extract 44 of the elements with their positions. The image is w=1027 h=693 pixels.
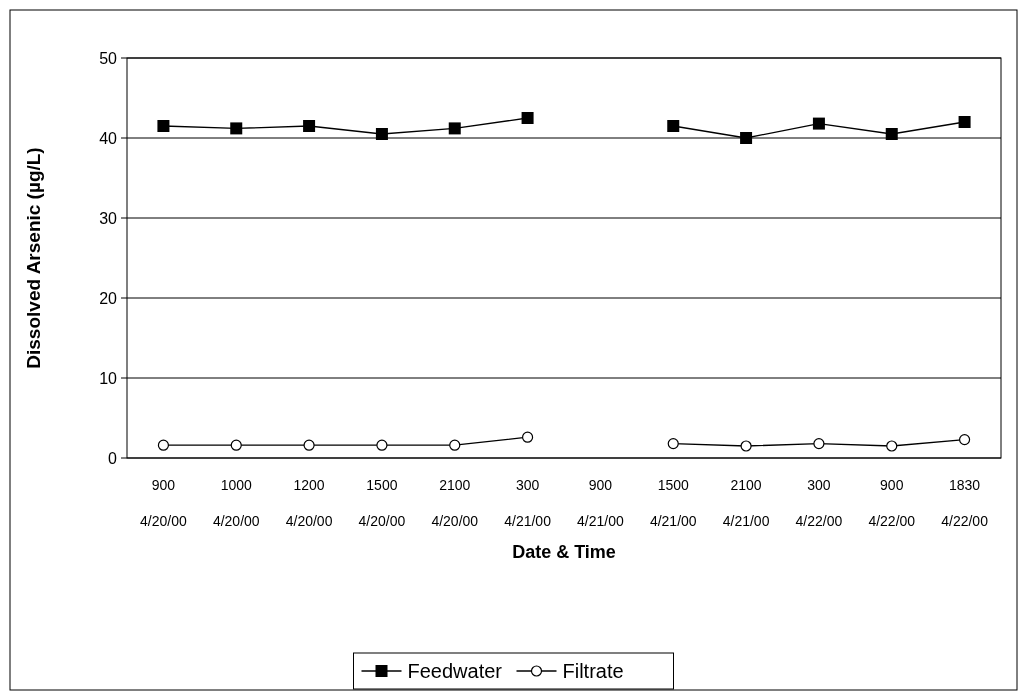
point [303, 439, 315, 451]
point [157, 439, 170, 451]
category-label: 1500 4/21/00 [649, 477, 697, 529]
category-label: 1500 4/20/00 [358, 477, 406, 529]
category-label: 1000 4/20/00 [212, 477, 260, 529]
y-tick-label: 40 [99, 129, 118, 147]
point [230, 439, 242, 451]
category-label: 300 4/21/00 [504, 477, 551, 529]
point [448, 122, 461, 135]
y-tick-label: 20 [99, 289, 118, 307]
point [740, 132, 753, 144]
y-tick-label: 50 [99, 49, 118, 67]
y-tick-label: 10 [99, 369, 118, 387]
x-axis-title: Date & Time [512, 542, 616, 562]
category-label: 900 4/22/00 [868, 477, 916, 529]
category-label: 2100 4/20/00 [431, 477, 479, 529]
point [303, 120, 316, 132]
y-tick-label: 30 [99, 209, 118, 227]
point [958, 434, 971, 446]
point [449, 439, 461, 451]
category-label: 1200 4/20/00 [285, 477, 333, 529]
point [958, 116, 971, 128]
point [375, 128, 388, 140]
point [812, 117, 825, 130]
y-axis-title: Dissolved Arsenic (µg/L) [23, 147, 44, 369]
category-label: 300 4/22/00 [795, 477, 843, 529]
legend-label: Feedwater [407, 660, 503, 682]
category-label: 1830 4/22/00 [941, 477, 988, 529]
legend-label: Filtrate [562, 660, 624, 682]
point [886, 440, 898, 452]
point [521, 112, 534, 124]
point [521, 431, 534, 443]
point [230, 122, 243, 135]
point [376, 439, 388, 451]
point [740, 440, 752, 452]
category-label: 900 4/20/00 [140, 477, 187, 529]
point [667, 438, 679, 450]
point [813, 438, 825, 450]
point [885, 128, 898, 140]
category-label: 2100 4/21/00 [722, 477, 770, 529]
point [667, 120, 680, 132]
point [157, 120, 170, 132]
y-tick-label: 0 [108, 449, 118, 467]
category-label: 900 4/21/00 [577, 477, 624, 529]
